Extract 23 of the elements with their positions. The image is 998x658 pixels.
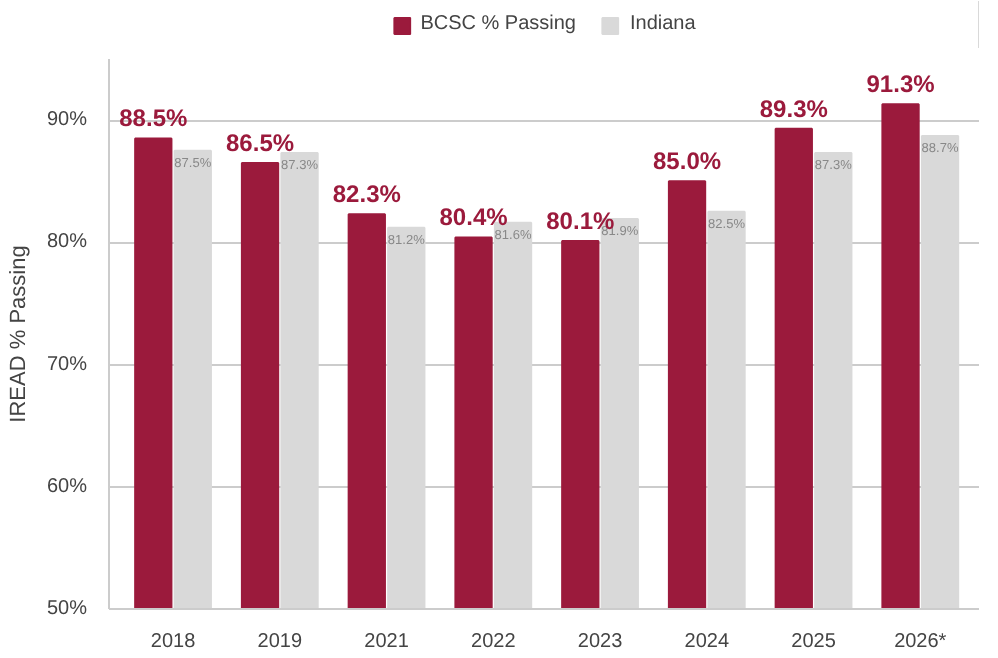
data-label: 89.3% [759, 94, 829, 123]
data-label: 86.5% [226, 128, 295, 157]
data-label: 91.3% [866, 70, 936, 99]
data-label: 85.0% [653, 147, 722, 176]
x-tick-label: 2026* [894, 631, 947, 653]
data-label: 88.5% [119, 104, 188, 133]
y-tick-label: 50% [46, 598, 88, 620]
legend-label: Indiana [630, 13, 696, 35]
x-tick-label: 2024 [684, 631, 730, 653]
x-tick-label: 2022 [471, 631, 517, 653]
data-label: 82.3% [332, 180, 402, 209]
x-tick-label: 2025 [791, 631, 837, 653]
y-axis-title: IREAD % Passing [6, 245, 31, 423]
x-tick-label: 2023 [577, 631, 624, 653]
x-tick-label: 2018 [150, 631, 197, 653]
x-tick-label: 2021 [364, 631, 410, 653]
y-tick-label: 70% [46, 353, 88, 376]
data-label: 80.4% [439, 203, 509, 232]
y-tick-label: 60% [46, 475, 88, 498]
y-tick-label: 90% [46, 109, 88, 132]
legend-label: BCSC % Passing [420, 13, 576, 35]
x-tick-label: 2019 [257, 631, 303, 653]
y-tick-label: 80% [46, 231, 88, 254]
